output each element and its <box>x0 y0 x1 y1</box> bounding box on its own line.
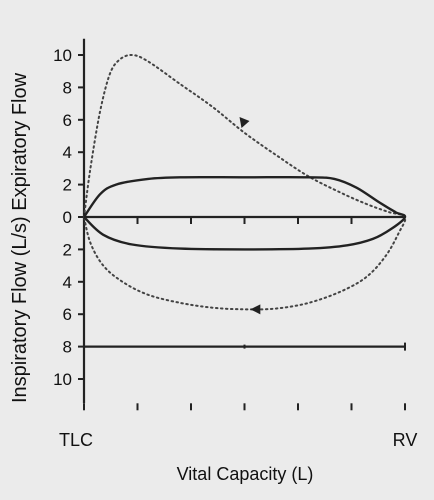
x-tick-label-tlc: TLC <box>59 430 93 450</box>
y-tick-label: 8 <box>63 338 72 357</box>
direction-arrow <box>239 117 250 129</box>
x-axis-label: Vital Capacity (L) <box>177 464 314 484</box>
y-tick-label: 2 <box>63 176 72 195</box>
y-tick-label: 6 <box>63 111 72 130</box>
y-tick-label: 0 <box>63 208 72 227</box>
y-tick-label: 10 <box>53 370 72 389</box>
y-axis-label-inspiratory: Inspiratory Flow (L/s) <box>9 216 31 403</box>
y-tick-label: 10 <box>53 46 72 65</box>
y-tick-label: 4 <box>63 273 72 292</box>
y-tick-label: 8 <box>63 78 72 97</box>
y-axis-label-expiratory: Expiratory Flow <box>9 72 31 210</box>
x-tick-label-rv: RV <box>393 430 418 450</box>
tidal-flow-volume-loop <box>83 175 407 251</box>
y-tick-label: 4 <box>63 143 72 162</box>
direction-arrow <box>250 304 261 315</box>
y-tick-label: 2 <box>63 240 72 259</box>
y-axis-label: Inspiratory Flow (L/s) Expiratory Flow <box>9 72 31 403</box>
y-tick-label: 6 <box>63 305 72 324</box>
